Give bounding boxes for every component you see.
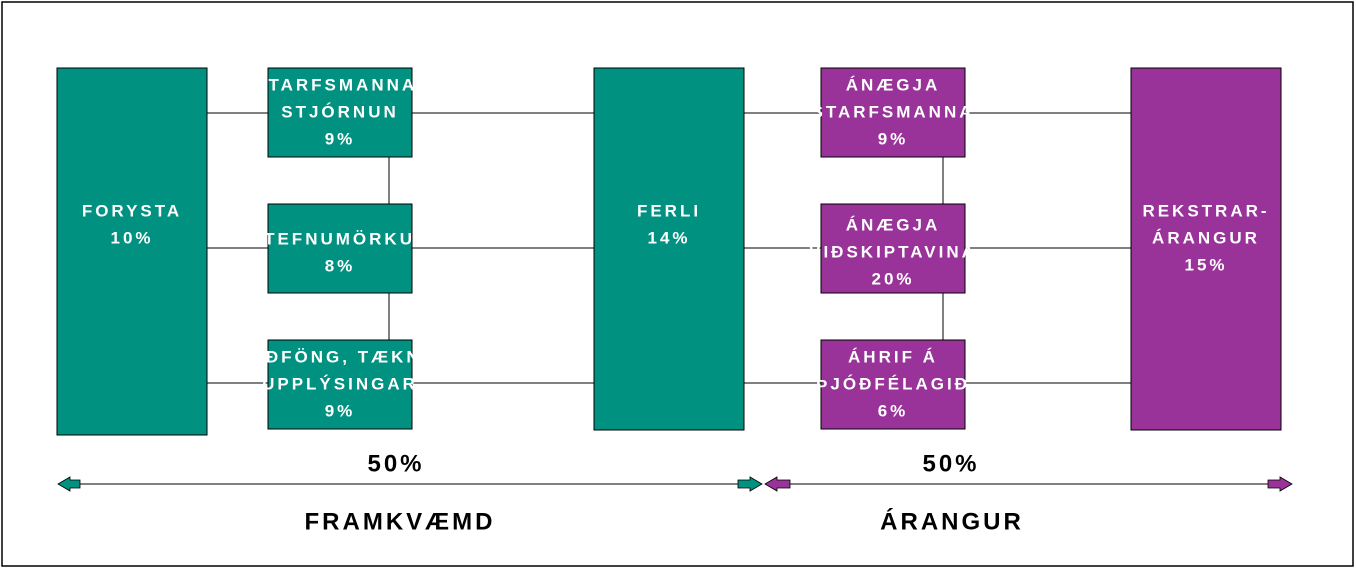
node-label: ÞJÓÐFÉLAGIÐ xyxy=(816,374,970,393)
group-right: ÁRANGUR xyxy=(880,507,1024,535)
share-left: 50% xyxy=(367,450,424,477)
node-box xyxy=(820,67,966,158)
node-label: 6% xyxy=(878,401,909,420)
node-label: 9% xyxy=(325,401,356,420)
node-label: FORYSTA xyxy=(82,201,182,220)
group-left: FRAMKVÆMD xyxy=(305,508,496,535)
node-label: STJÓRNUN xyxy=(281,102,399,121)
node-box xyxy=(1130,67,1282,431)
node-label: VIÐSKIPTAVINA xyxy=(809,242,977,261)
node-label: STARFSMANNA- xyxy=(254,75,426,94)
connectors xyxy=(207,112,1131,384)
node-box xyxy=(820,339,966,430)
node-box xyxy=(267,67,413,158)
node-label: ÁNÆGJA xyxy=(846,75,941,94)
share-right: 50% xyxy=(922,450,979,477)
node-label: STARFSMANNA xyxy=(811,102,974,121)
node-label: REKSTRAR- xyxy=(1142,201,1269,220)
node-label: 9% xyxy=(878,129,909,148)
node-label: STEFNUMÖRKUN xyxy=(250,229,431,248)
node-label: ÁNÆGJA xyxy=(846,215,941,234)
node-label: 10% xyxy=(110,228,153,247)
node-box xyxy=(267,339,413,430)
node-label: UPPLÝSINGAR xyxy=(262,374,418,393)
node-label: AÐFÖNG, TÆKNI xyxy=(251,347,430,366)
node-label: ÁRANGUR xyxy=(1152,228,1260,247)
node-label: FERLI xyxy=(637,201,701,220)
node-label: 20% xyxy=(871,269,914,288)
node-label: ÁHRIF Á xyxy=(848,347,938,366)
arrows xyxy=(57,476,1293,492)
node-label: 9% xyxy=(325,129,356,148)
node-box xyxy=(267,203,413,294)
node-label: 8% xyxy=(325,256,356,275)
node-box xyxy=(593,67,745,431)
node-box xyxy=(820,203,966,294)
node-label: 15% xyxy=(1184,255,1227,274)
node-box xyxy=(56,67,208,436)
node-label: 14% xyxy=(647,228,690,247)
